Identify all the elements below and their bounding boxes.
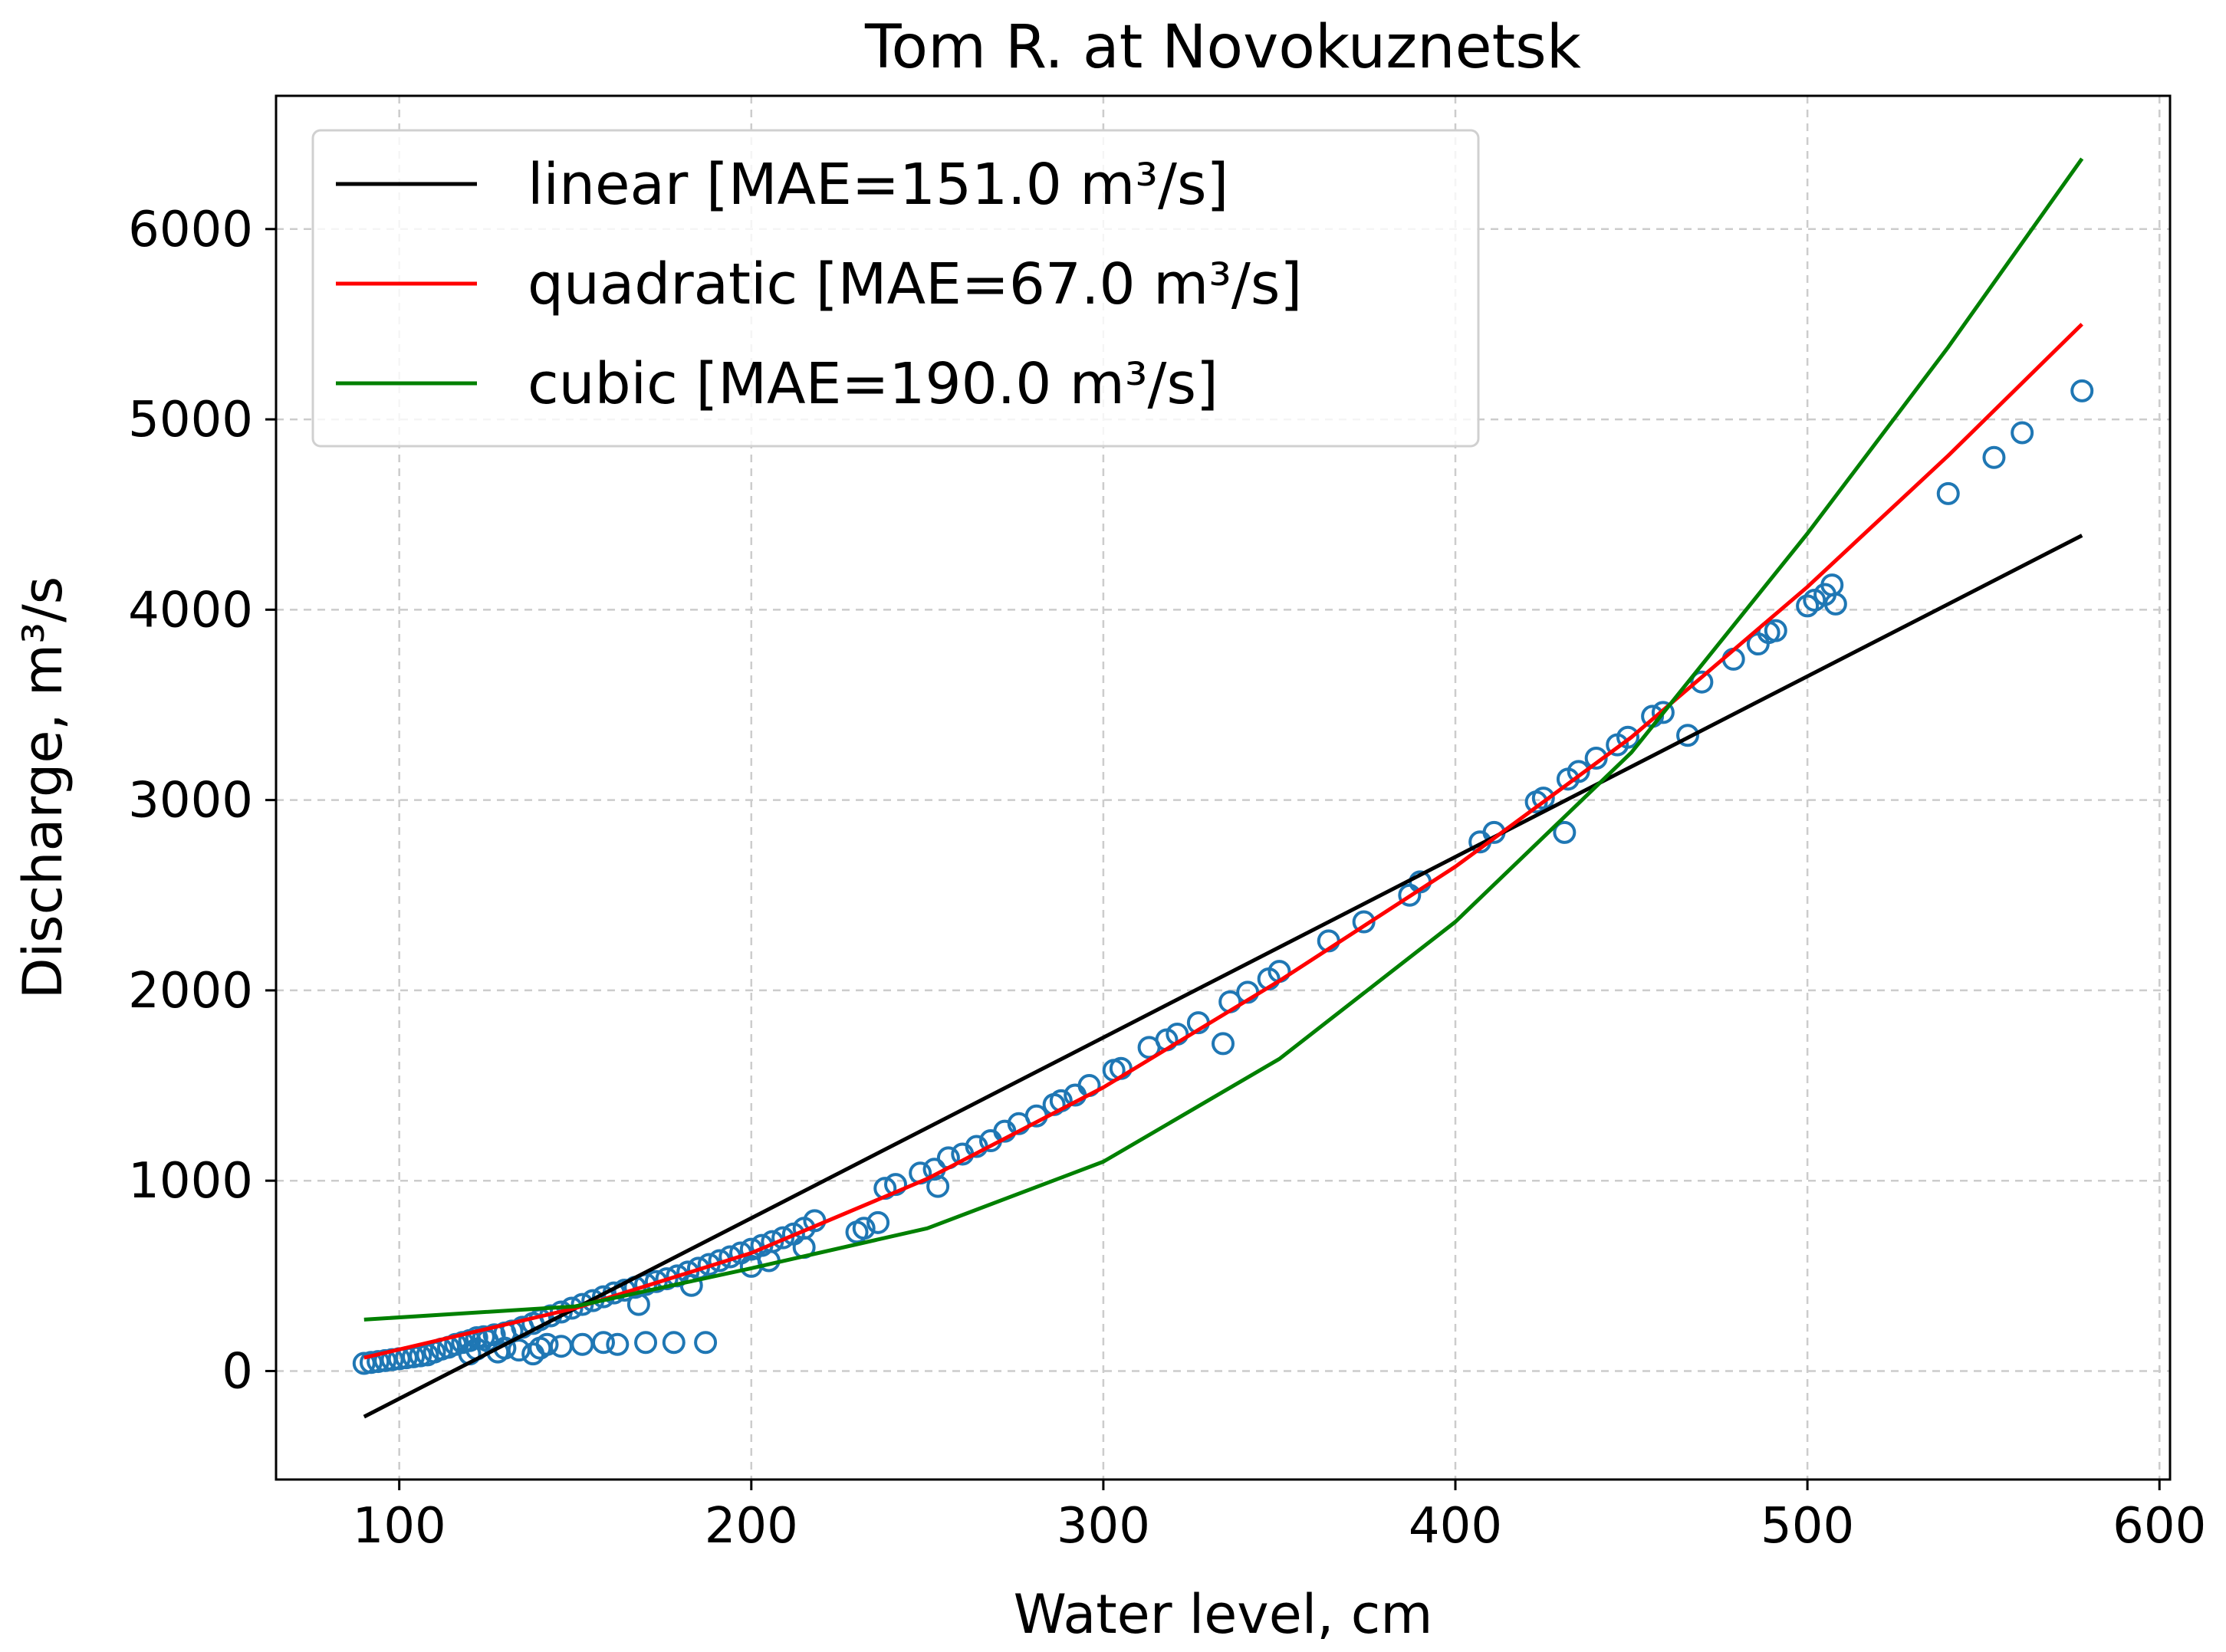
axis-ticks: 100 200 300 400 500 6000100020003000400050006…: [128, 202, 2206, 1555]
legend-label-quadratic: quadratic [MAE=67.0 m³/s]: [528, 251, 1302, 317]
x-axis-label: Water level, cm: [1014, 1583, 1433, 1646]
observed-point-96: [1212, 1032, 1235, 1056]
series-line-linear: [363, 534, 2083, 1419]
observed-point-128: [1936, 481, 1960, 505]
x-tick-label-400: 400: [1409, 1498, 1502, 1555]
x-tick-label-500: 500: [1761, 1498, 1854, 1555]
x-tick-label-300: 300: [1057, 1498, 1150, 1555]
observed-point-17: [472, 1325, 495, 1348]
observed-point-72: [852, 1217, 876, 1240]
series-line-cubic: [363, 157, 2084, 1322]
plot-frame: [275, 94, 2172, 1481]
legend-box: [311, 129, 1480, 448]
y-tick-label-2000: 2000: [128, 963, 253, 1020]
observed-point-130: [2011, 421, 2034, 445]
observed-point-46: [771, 1226, 795, 1250]
observed-point-67: [679, 1273, 703, 1297]
observed-point-64: [535, 1332, 559, 1356]
y-tick-label-5000: 5000: [128, 392, 253, 448]
observed-point-114: [1616, 725, 1639, 749]
grid: [276, 96, 2170, 1480]
y-tick-label-0: 0: [222, 1343, 253, 1400]
x-tick-label-100: 100: [353, 1498, 446, 1555]
observed-point-127: [1823, 592, 1847, 616]
y-tick-label-4000: 4000: [128, 582, 253, 639]
observed-point-129: [1982, 445, 2006, 469]
y-axis-label: Discharge, m³/s: [12, 576, 74, 999]
observed-point-117: [1676, 724, 1700, 747]
observed-point-122: [1764, 619, 1787, 642]
legend-label-cubic: cubic [MAE=190.0 m³/s]: [528, 351, 1218, 417]
observed-point-109: [1553, 820, 1577, 844]
x-tick-label-600: 600: [2113, 1498, 2206, 1555]
observed-point-111: [1567, 760, 1590, 783]
y-tick-label-1000: 1000: [128, 1153, 253, 1210]
observed-point-58: [634, 1331, 658, 1355]
observed-point-57: [606, 1332, 630, 1356]
legend: linear [MAE=151.0 m³/s] quadratic [MAE=6…: [311, 129, 1480, 448]
observed-point-59: [662, 1331, 686, 1355]
y-tick-label-6000: 6000: [128, 202, 253, 258]
observed-point-75: [884, 1173, 908, 1197]
observed-point-108: [1531, 787, 1555, 810]
observed-point-131: [2070, 379, 2094, 402]
plot-area: [352, 157, 2094, 1419]
observed-point-73: [866, 1210, 890, 1234]
observed-point-102: [1352, 910, 1376, 934]
observed-point-60: [694, 1331, 718, 1355]
observed-point-78: [926, 1174, 950, 1198]
x-tick-label-200: 200: [705, 1498, 798, 1555]
observed-point-56: [591, 1331, 615, 1355]
y-tick-label-3000: 3000: [128, 773, 253, 829]
chart-title: Tom R. at Novokuznetsk: [864, 13, 1581, 82]
legend-label-linear: linear [MAE=151.0 m³/s]: [528, 152, 1228, 218]
series-line-quadratic: [363, 323, 2083, 1360]
observed-point-118: [1690, 670, 1714, 694]
observed-point-123: [1796, 594, 1820, 618]
observed-point-116: [1651, 701, 1675, 724]
observed-point-35: [655, 1267, 679, 1291]
